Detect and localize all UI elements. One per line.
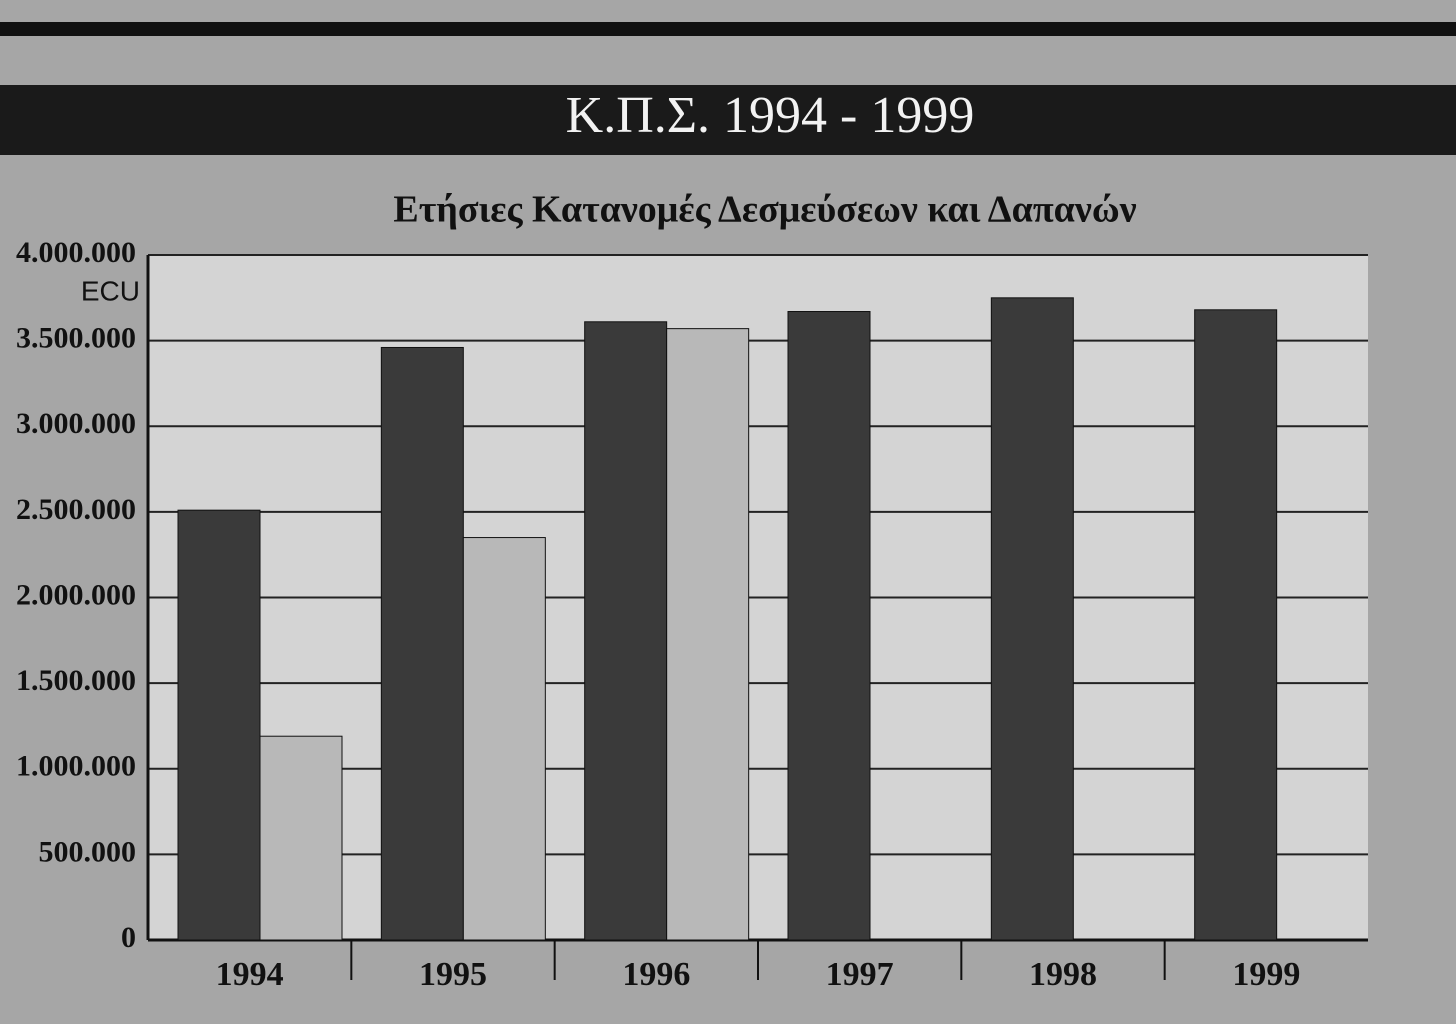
- y-tick-label: 1.000.000: [16, 750, 136, 783]
- bar: [584, 321, 668, 941]
- y-tick-label: 0: [121, 921, 136, 954]
- y-tick-label: 2.500.000: [16, 493, 136, 526]
- y-tick-label: 3.000.000: [16, 407, 136, 440]
- bar: [787, 311, 871, 941]
- bar: [259, 735, 343, 941]
- bar: [462, 537, 546, 941]
- unit-label: ECU: [81, 275, 140, 306]
- x-tick-label: 1995: [419, 956, 487, 993]
- x-tick-label: 1994: [216, 956, 284, 993]
- chart-title: Κ.Π.Σ. 1994 - 1999: [566, 87, 975, 144]
- x-tick-label: 1999: [1232, 956, 1300, 993]
- bar: [666, 328, 750, 941]
- chart-subtitle: Ετήσιες Κατανομές Δεσμεύσεων και Δαπανών: [393, 189, 1136, 231]
- bar: [380, 346, 464, 941]
- x-tick-label: 1997: [826, 956, 894, 993]
- x-tick-label: 1996: [622, 956, 690, 993]
- x-tick-label: 1998: [1029, 956, 1097, 993]
- y-tick-label: 1.500.000: [16, 664, 136, 697]
- y-tick-label: 500.000: [39, 835, 137, 868]
- bar: [1194, 309, 1278, 941]
- y-tick-label: 3.500.000: [16, 322, 136, 355]
- top-rule: [0, 22, 1456, 36]
- y-tick-label: 4.000.000: [16, 236, 136, 269]
- y-tick-label: 2.000.000: [16, 578, 136, 611]
- bar: [990, 297, 1074, 941]
- header-band: [0, 85, 1456, 155]
- bar: [177, 509, 261, 941]
